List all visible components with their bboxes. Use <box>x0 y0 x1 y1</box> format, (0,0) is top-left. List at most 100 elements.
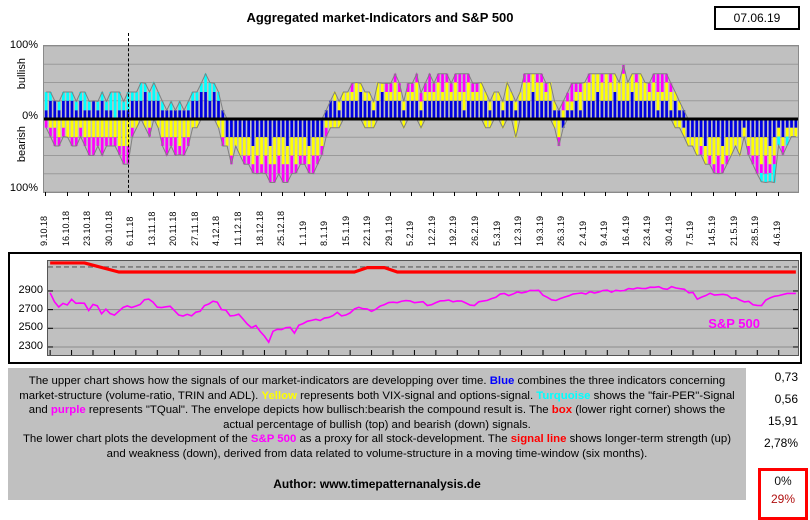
description-text: represents "TQual". The envelope depicts… <box>85 404 552 416</box>
description-block: The upper chart shows how the signals of… <box>8 368 746 500</box>
x-tick <box>756 192 758 196</box>
x-tick-label: 25.12.18 <box>276 210 287 246</box>
x-tick-label: 19.2.19 <box>448 215 459 246</box>
x-tick <box>88 192 90 196</box>
x-tick-label: 16.4.19 <box>620 215 631 246</box>
highlighted-term: purple <box>50 404 86 416</box>
highlighted-term: Yellow <box>261 389 297 402</box>
stat-value: 0,73 <box>774 370 798 384</box>
indicator-bars-svg <box>44 46 798 192</box>
x-tick-label: 2.4.19 <box>577 220 588 246</box>
x-tick-label: 7.5.19 <box>685 220 696 246</box>
x-tick-label: 14.5.19 <box>706 215 717 246</box>
x-tick <box>605 192 607 196</box>
x-tick <box>282 192 284 196</box>
description-text: represents both VIX-signal and options-s… <box>296 389 537 402</box>
upper-y-label-bottom: 100% <box>9 182 38 194</box>
bearish-percent-value: 29% <box>770 492 796 506</box>
x-tick-label: 12.3.19 <box>513 215 524 246</box>
x-tick-label: 1.1.19 <box>297 220 308 246</box>
sp500-series-label: S&P 500 <box>708 316 760 331</box>
x-tick-label: 4.6.19 <box>771 220 782 246</box>
x-tick-label: 30.4.19 <box>663 215 674 246</box>
description-text: The upper chart shows how the signals of… <box>28 375 490 387</box>
x-tick <box>174 192 176 196</box>
x-tick <box>346 192 348 196</box>
x-tick <box>66 192 68 196</box>
upper-indicator-chart: 100% bullish 0% bearish 100% 9.10.18 16.1… <box>0 0 810 250</box>
x-tick-label: 28.5.19 <box>750 215 761 246</box>
description-paragraph-upper: The upper chart shows how the signals of… <box>14 374 740 432</box>
lower-y-tick-label: 2500 <box>18 321 43 334</box>
bullish-axis-label: bullish <box>16 58 28 90</box>
highlighted-term: box <box>551 404 573 416</box>
x-tick-label: 29.1.19 <box>383 215 394 246</box>
lower-y-tick-label: 2700 <box>18 302 43 315</box>
x-tick-label: 13.11.18 <box>146 211 157 246</box>
x-tick <box>540 192 542 196</box>
description-text: shows the "fair-PER"-Signal and <box>28 389 735 417</box>
x-tick <box>691 192 693 196</box>
x-tick <box>217 192 219 196</box>
stat-value: 15,91 <box>767 414 798 428</box>
x-tick <box>583 192 585 196</box>
x-tick-label: 9.10.18 <box>39 215 50 246</box>
x-tick-label: 22.1.19 <box>362 215 373 246</box>
x-tick <box>368 192 370 196</box>
x-tick-label: 16.10.18 <box>60 210 71 246</box>
upper-y-label-top: 100% <box>9 39 38 51</box>
x-tick-label: 11.12.18 <box>233 211 244 246</box>
lower-y-tick-label: 2300 <box>18 339 43 352</box>
upper-plot-area <box>43 45 799 193</box>
lower-y-tick-label: 2900 <box>18 283 43 296</box>
x-tick <box>669 192 671 196</box>
x-tick <box>411 192 413 196</box>
x-tick-label: 26.2.19 <box>470 215 480 246</box>
x-tick-label: 9.4.19 <box>599 220 610 246</box>
upper-y-label-zero: 0% <box>22 110 38 122</box>
x-tick <box>45 192 47 196</box>
lower-plot-area <box>47 260 799 356</box>
x-tick-label: 23.10.18 <box>82 210 93 246</box>
x-tick <box>777 192 779 196</box>
x-tick <box>239 192 241 196</box>
highlighted-term: Blue <box>489 375 515 387</box>
x-tick-label: 26.3.19 <box>556 215 567 246</box>
x-tick-label: 15.1.19 <box>340 215 351 246</box>
x-tick <box>519 192 521 196</box>
stat-value: 0,56 <box>774 392 798 406</box>
x-tick <box>131 192 133 196</box>
x-tick <box>325 192 327 196</box>
x-tick-label: 5.2.19 <box>405 220 416 246</box>
x-tick-label: 4.12.18 <box>211 215 222 246</box>
description-text: The lower chart plots the development of… <box>22 433 251 445</box>
x-tick <box>562 192 564 196</box>
stat-value: 2,78% <box>763 436 798 450</box>
x-tick-label: 12.2.19 <box>426 215 437 246</box>
bullish-percent-value: 0% <box>774 474 792 488</box>
author-line: Author: www.timepatternanalysis.de <box>273 477 481 491</box>
sp500-chart-box: 2900 2700 2500 2300 S&P 500 <box>8 252 802 364</box>
page-title: Aggregated market-Indicators and S&P 500 <box>246 10 514 25</box>
x-tick-label: 23.4.19 <box>642 215 653 246</box>
x-tick <box>109 192 111 196</box>
x-tick <box>648 192 650 196</box>
x-tick <box>454 192 456 196</box>
x-tick <box>303 192 305 196</box>
x-tick-label: 27.11.18 <box>189 211 200 246</box>
x-tick <box>389 192 391 196</box>
x-tick-label: 6.11.18 <box>125 216 136 246</box>
description-text: shows longer-term strength (up) and weak… <box>106 433 732 460</box>
sp500-line-svg <box>48 261 798 355</box>
x-tick-label: 18.12.18 <box>254 210 265 246</box>
x-tick <box>260 192 262 196</box>
description-text: (lower right corner) shows the actual pe… <box>223 404 726 431</box>
description-paragraph-lower: The lower chart plots the development of… <box>14 432 740 461</box>
highlighted-term: signal line <box>510 433 567 445</box>
highlighted-term: Turquoise <box>536 389 591 402</box>
x-tick <box>626 192 628 196</box>
x-tick <box>497 192 499 196</box>
x-tick <box>152 192 154 196</box>
date-box: 07.06.19 <box>714 6 800 30</box>
